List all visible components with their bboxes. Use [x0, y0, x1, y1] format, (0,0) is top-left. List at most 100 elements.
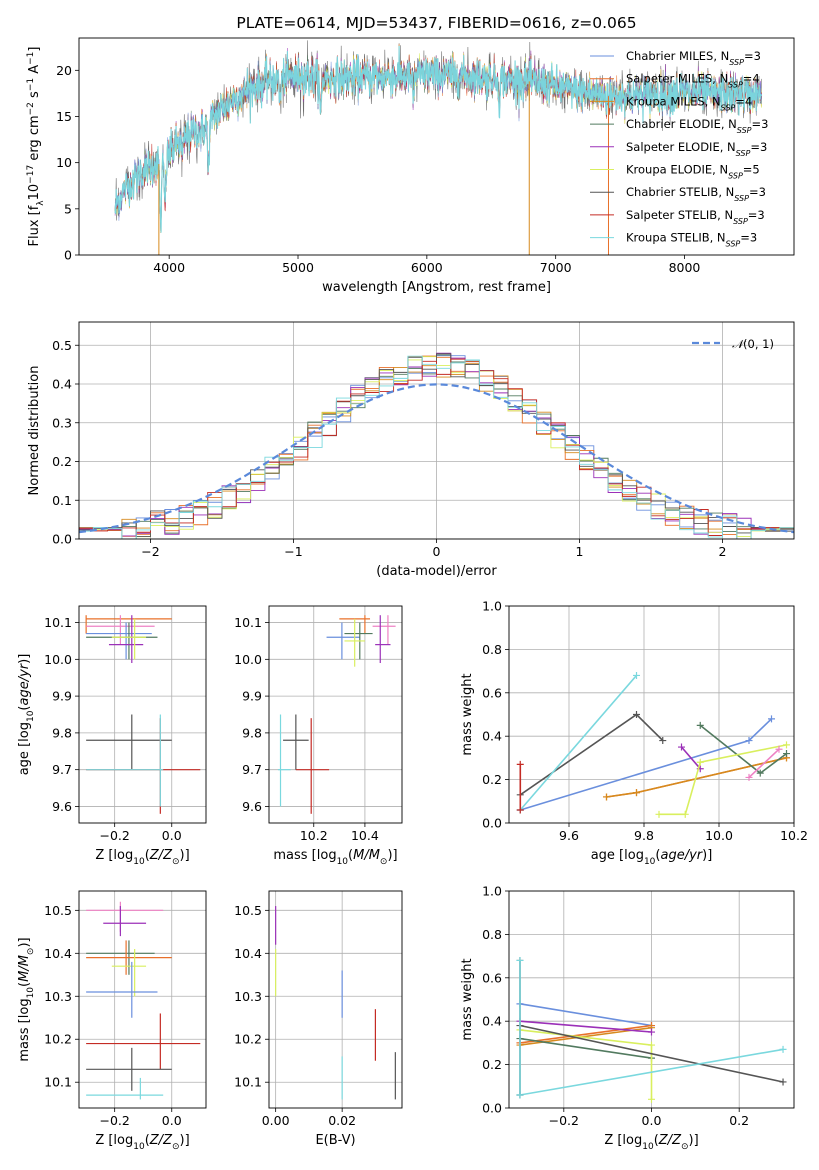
x-axis-label: mass [log10(M/M⊙)] — [273, 848, 397, 867]
y-tick-label: 0.2 — [52, 454, 72, 469]
y-tick-label: 0.2 — [482, 1057, 502, 1072]
legend-label: Chabrier STELIB, NSSP=3 — [626, 185, 766, 203]
y-tick-label: 10.1 — [44, 1075, 72, 1090]
y-tick-label: 10.1 — [234, 615, 262, 630]
x-tick-label: −0.2 — [549, 1113, 579, 1128]
series-line — [519, 674, 638, 811]
panel-residuals: −2 −1 0 1 2 0.0 0.1 0.2 0.3 0.4 0.5 𝒩(0, 1) (data-mo… — [27, 321, 795, 579]
chart-title: PLATE=0614, MJD=53437, FIBERID=0616, z=0… — [236, 14, 636, 32]
plot-area — [114, 40, 763, 255]
y-tick-label: 0.4 — [482, 729, 502, 744]
y-tick-label: 0.6 — [482, 970, 502, 985]
y-tick-label: 10.2 — [234, 1032, 262, 1047]
x-tick-label: −1 — [284, 544, 302, 559]
normal-curve — [79, 383, 794, 534]
x-tick-label: 7000 — [540, 260, 572, 275]
axes-frame — [78, 605, 207, 824]
x-tick-label: 9.6 — [559, 828, 579, 843]
legend-label: Salpeter STELIB, NSSP=3 — [626, 208, 765, 226]
series-marker — [779, 1045, 787, 1053]
y-tick-label: 10.1 — [234, 1075, 262, 1090]
x-tick-label: 0 — [433, 544, 441, 559]
plot-area — [509, 891, 794, 1108]
series-marker — [659, 737, 667, 745]
x-tick-label: 6000 — [411, 260, 443, 275]
axes-frame — [268, 605, 403, 824]
y-tick-label: 10.4 — [44, 946, 72, 961]
x-tick-label: −0.2 — [99, 1113, 129, 1128]
series-marker — [696, 758, 704, 766]
series-marker — [633, 671, 640, 679]
series-marker — [681, 810, 689, 818]
y-axis-label-group: mass weight — [460, 958, 475, 1040]
y-axis-label: mass weight — [460, 958, 475, 1040]
y-tick-label: 10.1 — [44, 615, 72, 630]
x-tick-label: 10.2 — [780, 828, 808, 843]
y-tick-label: 10.0 — [44, 652, 72, 667]
x-axis-label: Z [log10(Z/Z⊙)] — [604, 1133, 698, 1152]
series-marker — [745, 773, 753, 781]
y-tick-label: 9.8 — [52, 725, 72, 740]
y-tick-label: 0.6 — [482, 685, 502, 700]
y-tick-label: 10.5 — [234, 903, 262, 918]
series-line — [519, 1037, 652, 1059]
histogram-kroupa_stelib — [79, 355, 794, 539]
x-axis-label: age [log10(age/yr)] — [591, 848, 713, 867]
y-tick-label: 0.0 — [482, 1101, 502, 1116]
legend-label: Kroupa MILES, NSSP=4 — [626, 94, 752, 112]
x-axis-label: (data-model)/error — [376, 564, 497, 579]
series-marker — [756, 769, 764, 777]
series-line — [519, 1020, 652, 1033]
series-line — [519, 1024, 784, 1083]
y-tick-label: 0.4 — [482, 1014, 502, 1029]
series-line — [520, 718, 773, 811]
spectrum-kroupa_stelib — [114, 45, 763, 233]
y-tick-label: 0.0 — [52, 532, 72, 547]
legend-label: Chabrier ELODIE, NSSP=3 — [626, 117, 768, 135]
y-tick-label: 10 — [56, 155, 72, 170]
y-tick-label: 10.2 — [44, 1032, 72, 1047]
y-tick-label: 0 — [64, 248, 72, 263]
y-axis-label-group: Flux [fλ10−17 erg cm−2 s−1 A−1] — [26, 47, 46, 247]
x-tick-label: 10.4 — [351, 828, 379, 843]
series-line — [680, 746, 701, 770]
series-line — [699, 724, 787, 775]
series-marker — [648, 1028, 655, 1036]
y-tick-label: 9.9 — [242, 689, 262, 704]
axes-frame — [268, 890, 403, 1109]
y-tick-label: 10.5 — [44, 903, 72, 918]
series-marker — [516, 956, 524, 964]
x-tick-label: 0.00 — [262, 1113, 290, 1128]
legend-label: Chabrier MILES, NSSP=3 — [626, 49, 761, 67]
series-marker — [696, 721, 704, 729]
y-axis-label-group: Normed distribution — [27, 366, 42, 496]
panel-age_vs_mass: 10.2 10.4 9.6 9.7 9.8 9.9 10.0 10.1 mass [log10(… — [234, 605, 403, 867]
y-axis-label: age [log10(age/yr)] — [17, 654, 36, 776]
series-marker — [768, 715, 775, 723]
y-tick-label: 9.7 — [52, 762, 72, 777]
series-marker — [633, 711, 640, 718]
y-axis-label-group: age [log10(age/yr)] — [17, 654, 36, 776]
panel-mass_vs_Z: −0.2 0.0 10.1 10.2 10.3 10.4 10.5 Z [log10(Z/Z⊙… — [17, 890, 207, 1152]
x-tick-label: 0.0 — [162, 828, 182, 843]
x-tick-label: 10.0 — [705, 828, 733, 843]
y-tick-label: 0.4 — [52, 377, 72, 392]
series-marker — [745, 737, 753, 745]
panel-weight_vs_age: 9.6 9.8 10.0 10.2 0.0 0.2 0.4 0.6 0.8 1.0 age [log… — [460, 599, 808, 868]
x-axis-label: E(B-V) — [315, 1133, 355, 1148]
plot-area — [79, 891, 206, 1108]
x-tick-label: 8000 — [669, 260, 701, 275]
y-tick-label: 10.0 — [234, 652, 262, 667]
series-marker — [775, 745, 783, 753]
series-marker — [655, 810, 663, 818]
series-marker — [648, 1095, 655, 1103]
axes-frame — [508, 605, 795, 824]
y-tick-label: 15 — [56, 109, 72, 124]
x-tick-label: −2 — [141, 544, 159, 559]
series-marker — [779, 1078, 787, 1086]
plot-area — [79, 606, 206, 823]
series-marker — [783, 741, 790, 749]
y-axis-label-group: mass weight — [460, 673, 475, 755]
series-marker — [783, 750, 790, 758]
y-tick-label: 0.8 — [482, 927, 502, 942]
